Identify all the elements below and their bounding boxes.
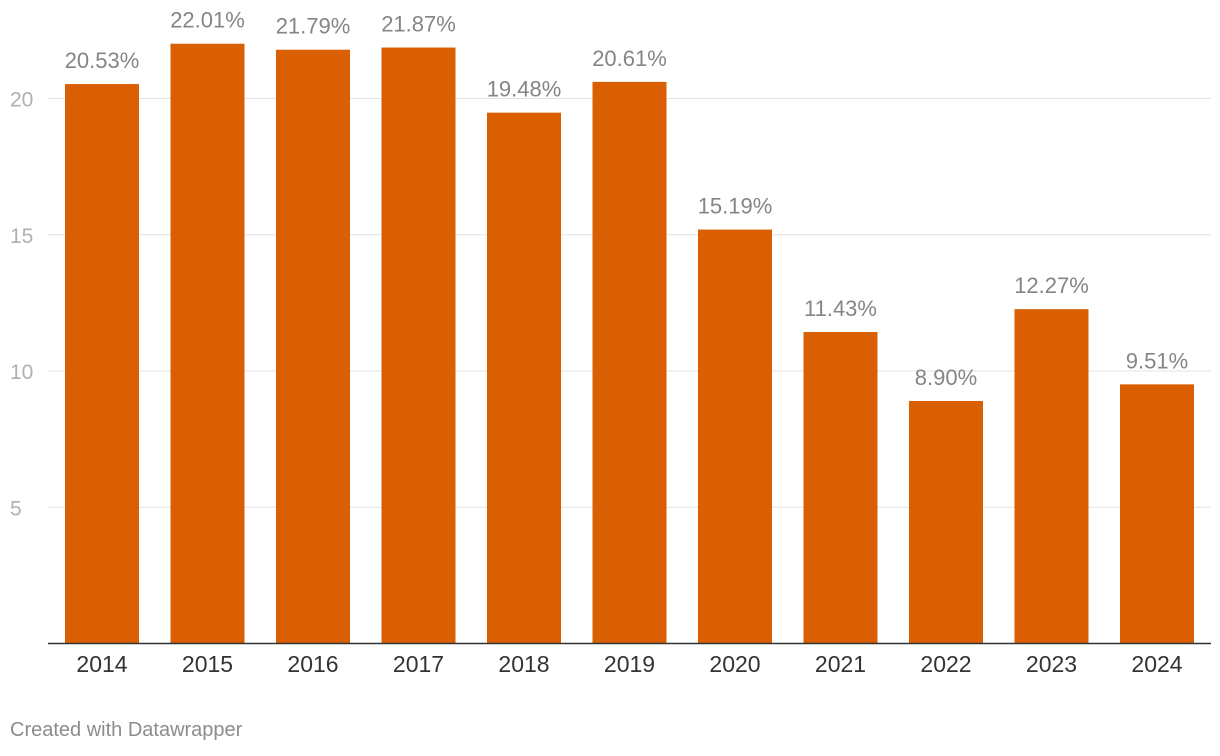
x-tick-label: 2021 (815, 651, 866, 677)
y-tick-label: 5 (10, 497, 22, 520)
bar-value-label: 12.27% (1014, 273, 1089, 298)
bar-2017 (381, 47, 456, 644)
bar-value-label: 15.19% (698, 194, 773, 219)
footer-credit: Created with Datawrapper (10, 719, 243, 741)
x-tick-label: 2017 (393, 651, 444, 677)
y-tick-label: 15 (10, 225, 33, 248)
bar-chart: 20.53% 22.01% 21.79% 21.87% 19.48% 20.61% 15.1… (10, 8, 1211, 677)
bar-value-label: 9.51% (1126, 348, 1188, 373)
bar-2020 (698, 229, 772, 644)
bar-2014 (65, 84, 139, 644)
bar-value-label: 21.79% (276, 14, 351, 39)
x-tick-label: 2024 (1131, 651, 1182, 677)
bar-2018 (487, 112, 561, 644)
bar-value-label: 11.43% (804, 296, 877, 321)
x-tick-label: 2020 (709, 651, 760, 677)
x-tick-label: 2019 (604, 651, 655, 677)
y-tick-label: 20 (10, 89, 33, 112)
bar-2019 (592, 81, 667, 644)
bar-2022 (909, 400, 983, 644)
x-tick-label: 2016 (287, 651, 338, 677)
x-tick-label: 2022 (920, 651, 971, 677)
bar-2016 (276, 49, 350, 644)
value-labels: 20.53% 22.01% 21.79% 21.87% 19.48% 20.61% 15.1… (65, 8, 1189, 390)
bar-value-label: 20.61% (592, 46, 667, 71)
bar-2024 (1120, 384, 1194, 644)
y-tick-label: 10 (10, 361, 33, 384)
x-tick-label: 2023 (1026, 651, 1077, 677)
bar-2015 (170, 43, 245, 644)
bar-value-label: 20.53% (65, 48, 140, 73)
y-axis: 5 10 15 20 (10, 89, 33, 521)
bar-value-label: 22.01% (170, 8, 245, 33)
bar-value-label: 21.87% (381, 12, 456, 37)
x-tick-label: 2015 (182, 651, 233, 677)
bar-value-label: 19.48% (487, 77, 562, 102)
x-tick-label: 2014 (76, 651, 127, 677)
bars (65, 43, 1194, 644)
bar-2021 (803, 332, 878, 644)
x-axis: 2014 2015 2016 2017 2018 2019 2020 2021 2022 2023… (48, 642, 1211, 677)
bar-value-label: 8.90% (915, 365, 977, 390)
x-tick-label: 2018 (498, 651, 549, 677)
bar-2023 (1014, 309, 1089, 644)
